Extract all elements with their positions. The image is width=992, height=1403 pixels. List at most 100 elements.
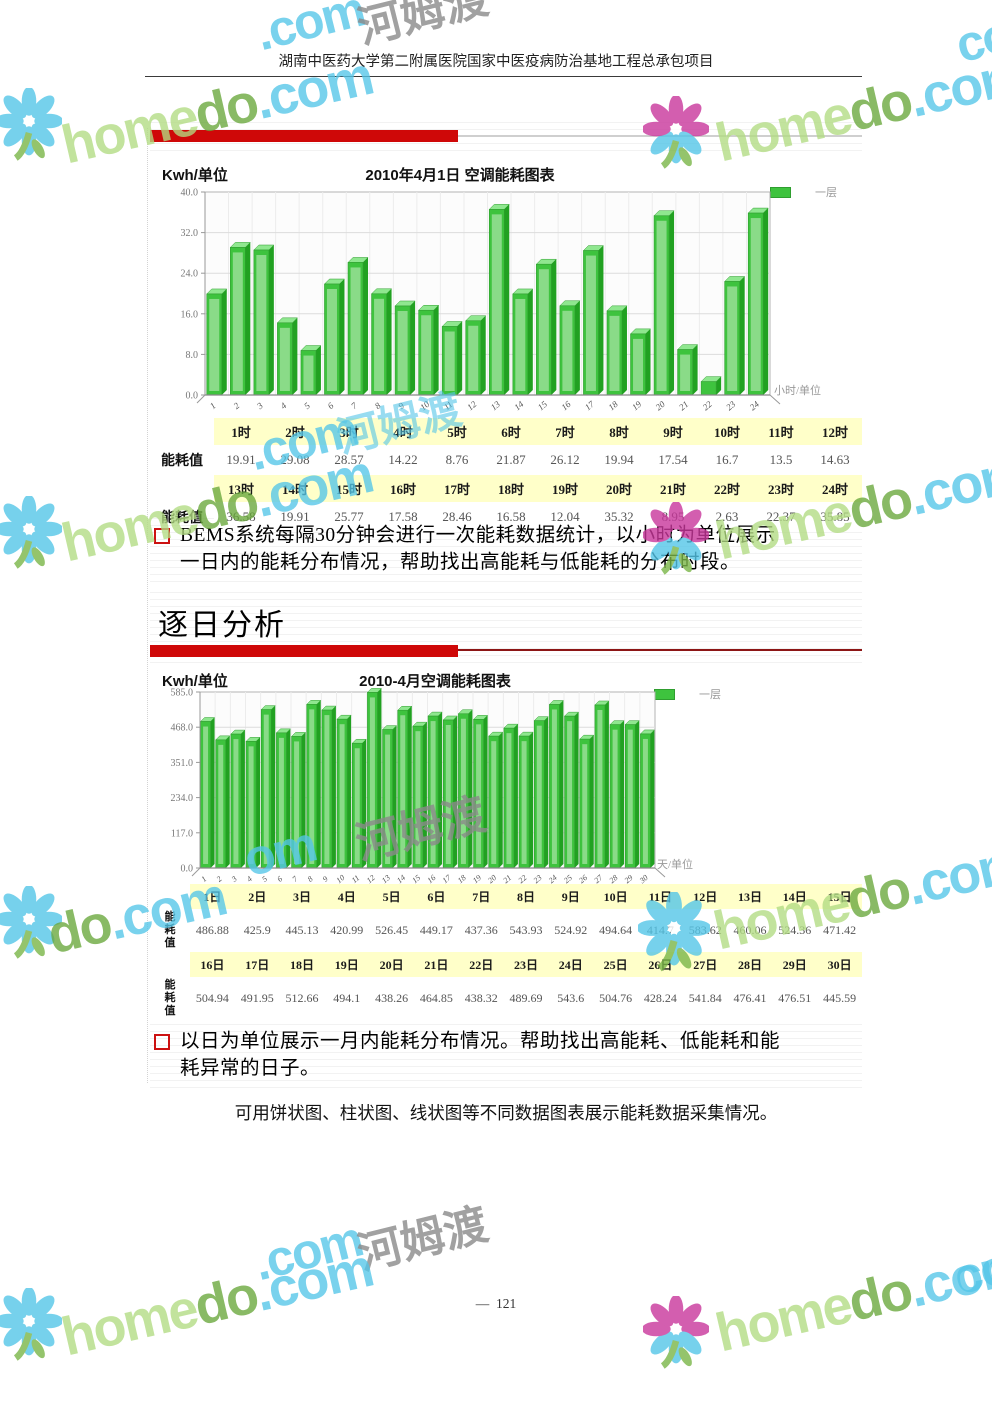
- table-header-cell: 16时: [376, 475, 430, 502]
- row-label-spacer: [150, 884, 190, 909]
- table-header-cell: 21时: [646, 475, 700, 502]
- svg-text:16: 16: [559, 399, 573, 413]
- table-value-cell: 489.69: [503, 979, 549, 1018]
- table-value-cell: 524.92: [548, 911, 594, 950]
- table-header-cell: 7时: [538, 418, 592, 445]
- row-label-spacer: [150, 952, 190, 977]
- svg-text:40.0: 40.0: [181, 188, 199, 199]
- svg-text:14: 14: [512, 399, 526, 413]
- table-header-cell: 20时: [592, 475, 646, 502]
- table-header-cell: 17日: [234, 952, 280, 977]
- table-header-cell: 24日: [548, 952, 594, 977]
- table-header-cell: 3日: [279, 884, 325, 909]
- svg-text:9: 9: [321, 874, 330, 883]
- table-value-cell: 25.77: [322, 504, 376, 530]
- table-header-cell: 22日: [458, 952, 504, 977]
- table-value-cell: 445.59: [817, 979, 862, 1018]
- table-value-cell: 476.51: [772, 979, 818, 1018]
- table-header-cell: 9日: [548, 884, 594, 909]
- note2-line1: 以日为单位展示一月内能耗分布情况。帮助找出高能耗、低能耗和能: [180, 1031, 781, 1052]
- svg-text:4: 4: [245, 874, 254, 883]
- svg-text:6: 6: [275, 874, 284, 883]
- table-value-cell: 428.24: [637, 979, 683, 1018]
- svg-text:5: 5: [302, 400, 312, 411]
- svg-text:24.0: 24.0: [181, 269, 199, 280]
- table-value-cell: 19.91: [268, 504, 322, 530]
- svg-text:21: 21: [677, 399, 690, 412]
- table-value-cell: 12.04: [538, 504, 592, 530]
- table-value-cell: 36.58: [214, 504, 268, 530]
- table-value-cell: 543.6: [548, 979, 594, 1018]
- svg-text:28: 28: [608, 873, 620, 885]
- table-value-cell: 504.76: [593, 979, 638, 1018]
- chart1-legend: 一层: [770, 184, 837, 200]
- row-label-spacer: [150, 418, 214, 445]
- table-header-cell: 10日: [593, 884, 638, 909]
- table-value-cell: 2.63: [700, 504, 754, 530]
- table-header-cell: 12日: [682, 884, 728, 909]
- table-header-cell: 20日: [369, 952, 414, 977]
- table-header-cell: 11日: [637, 884, 683, 909]
- svg-text:16.0: 16.0: [181, 309, 199, 320]
- table-value-cell: 414.7: [637, 911, 683, 950]
- table-value-cell: 28.46: [430, 504, 484, 530]
- table-header-cell: 11时: [754, 418, 808, 445]
- table-header-cell: 26日: [637, 952, 683, 977]
- svg-text:25: 25: [562, 873, 574, 885]
- table-value-cell: 35.32: [592, 504, 646, 530]
- svg-text:23: 23: [532, 873, 544, 885]
- svg-text:18: 18: [606, 399, 620, 413]
- svg-text:13: 13: [489, 399, 503, 413]
- svg-text:468.0: 468.0: [171, 723, 194, 734]
- svg-text:117.0: 117.0: [171, 828, 193, 839]
- svg-text:32.0: 32.0: [181, 228, 199, 239]
- table-header-cell: 7日: [458, 884, 504, 909]
- table-value-cell: 17.54: [646, 447, 700, 473]
- table-header-cell: 5日: [369, 884, 414, 909]
- homedo-logo-watermark: .com: [248, 1210, 368, 1292]
- table-value-cell: 449.17: [413, 911, 459, 950]
- svg-text:3: 3: [229, 874, 239, 884]
- table-value-cell: 583.62: [682, 911, 728, 950]
- svg-text:26: 26: [577, 873, 589, 885]
- note2-line2: 耗异常的日子。: [180, 1058, 321, 1079]
- section-divider-redbar: [150, 130, 458, 142]
- table-value-cell: 486.88: [190, 911, 235, 950]
- table-value-cell: 494.64: [593, 911, 638, 950]
- table-header-cell: 30日: [817, 952, 862, 977]
- svg-text:13: 13: [380, 873, 392, 885]
- svg-text:29: 29: [623, 873, 635, 885]
- table-value-cell: 541.84: [682, 979, 728, 1018]
- table-header-cell: 23日: [503, 952, 549, 977]
- section-divider-line: [458, 135, 862, 137]
- svg-text:10: 10: [335, 873, 347, 885]
- red-square-bullet-icon: [154, 1034, 170, 1050]
- table-header-cell: 1日: [190, 884, 235, 909]
- row-label: 能 耗 值: [164, 979, 176, 1017]
- svg-text:23: 23: [724, 399, 738, 413]
- table-header-cell: 4日: [324, 884, 370, 909]
- svg-text:12: 12: [465, 399, 479, 413]
- table-value-cell: 526.45: [369, 911, 414, 950]
- svg-text:4: 4: [279, 400, 289, 411]
- row-label: 能 耗 值: [164, 911, 176, 949]
- section-divider-redbar: [150, 645, 458, 657]
- svg-text:14: 14: [395, 873, 407, 885]
- svg-text:11: 11: [350, 873, 361, 885]
- svg-text:7: 7: [349, 400, 359, 411]
- svg-text:21: 21: [501, 873, 513, 885]
- svg-text:6: 6: [326, 400, 336, 411]
- table-header-cell: 18时: [484, 475, 538, 502]
- svg-text:20: 20: [653, 399, 667, 413]
- svg-text:24: 24: [547, 873, 559, 885]
- table-header-cell: 24时: [808, 475, 862, 502]
- table-value-cell: 16.7: [700, 447, 754, 473]
- row-label: 能耗值: [161, 511, 203, 526]
- chart2-y-unit-label: Kwh/单位: [162, 673, 228, 690]
- table-value-cell: 28.57: [322, 447, 376, 473]
- table-value-cell: 29.08: [268, 447, 322, 473]
- svg-text:18: 18: [456, 873, 468, 885]
- table-header-cell: 16日: [190, 952, 235, 977]
- table-header-cell: 2时: [268, 418, 322, 445]
- table-header-cell: 15日: [817, 884, 862, 909]
